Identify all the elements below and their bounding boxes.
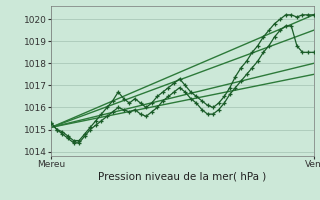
- X-axis label: Pression niveau de la mer( hPa ): Pression niveau de la mer( hPa ): [98, 172, 267, 182]
